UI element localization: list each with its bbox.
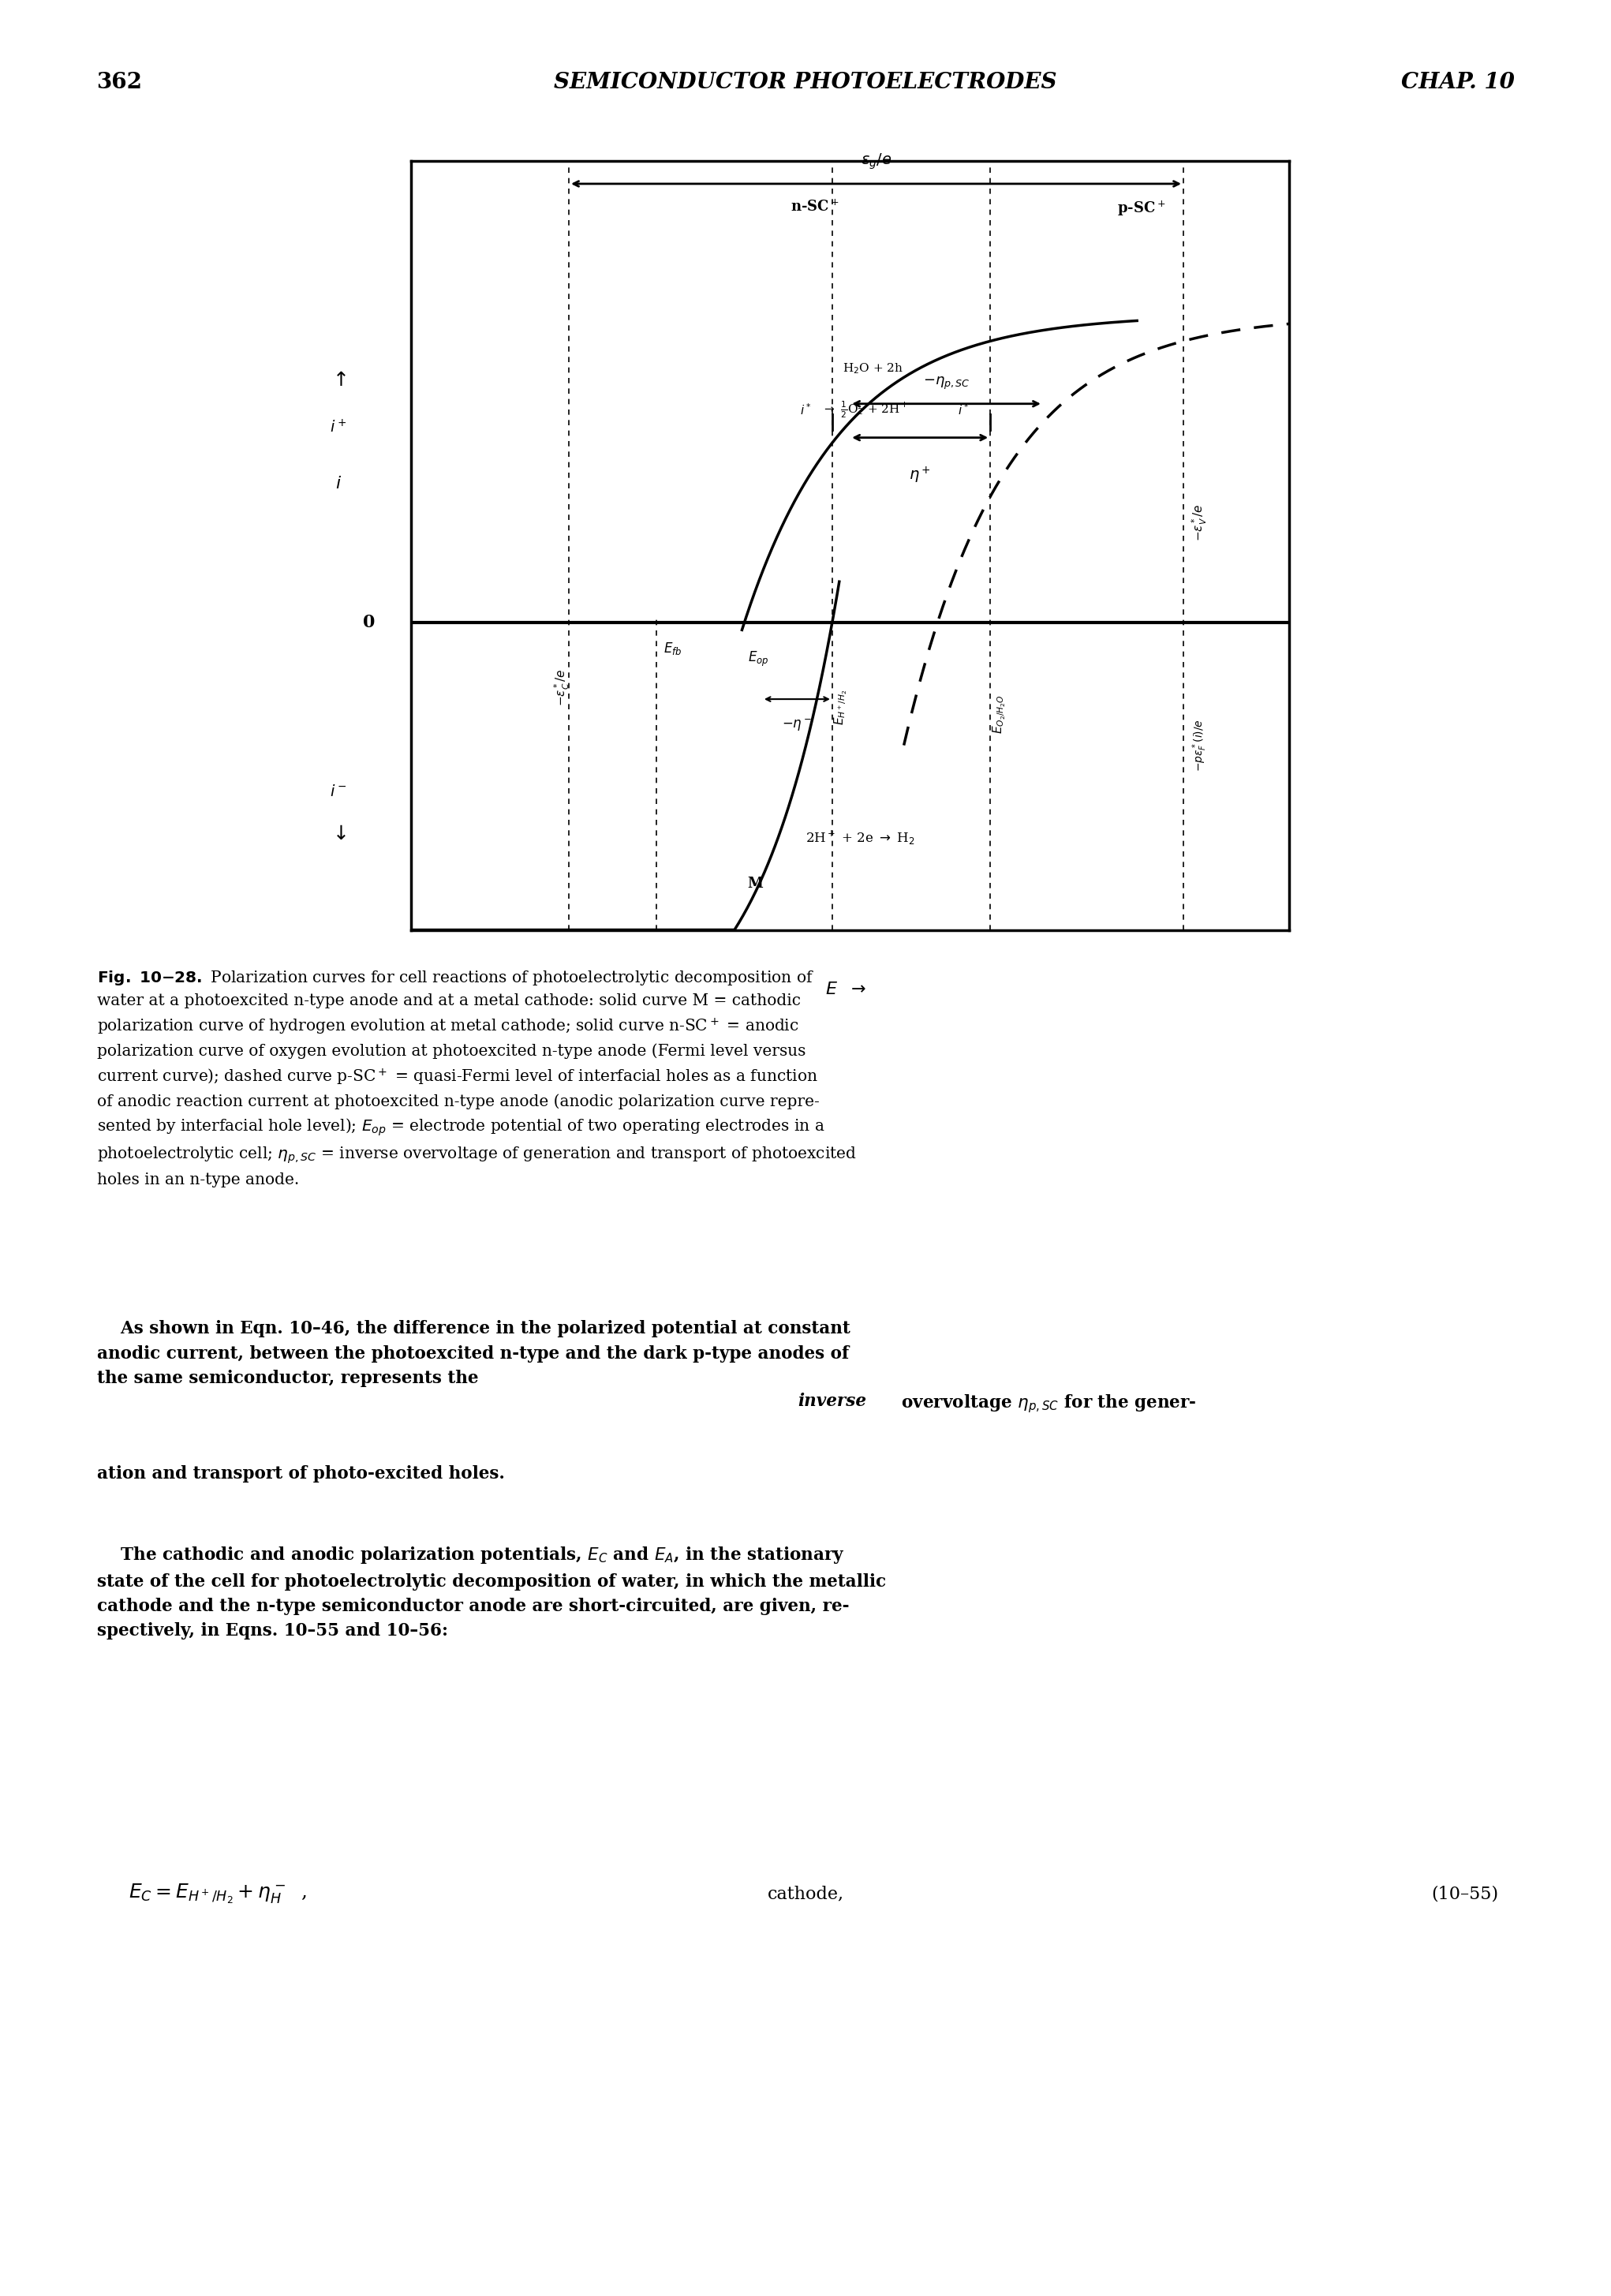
- Text: $\bf{Fig.}$ $\bf{10}$$\bf{-28.}$ Polarization curves for cell reactions of photo: $\bf{Fig.}$ $\bf{10}$$\bf{-28.}$ Polariz…: [97, 969, 855, 1187]
- Text: $-\eta_{p,SC}$: $-\eta_{p,SC}$: [923, 377, 970, 390]
- Text: $-p\varepsilon_F^*(i)/e$: $-p\varepsilon_F^*(i)/e$: [1191, 719, 1208, 771]
- Text: $i^*$: $i^*$: [959, 402, 970, 418]
- Text: H$_2$O + 2h: H$_2$O + 2h: [843, 360, 904, 374]
- Text: $-\eta^-$: $-\eta^-$: [781, 719, 812, 732]
- Text: $\varepsilon_g/e$: $\varepsilon_g/e$: [860, 152, 892, 172]
- Text: $E_{H^+/H_2}$: $E_{H^+/H_2}$: [833, 689, 849, 726]
- Text: M: M: [748, 877, 764, 891]
- Text: The cathodic and anodic polarization potentials, $E_C$ and $E_A$, in the station: The cathodic and anodic polarization pot…: [97, 1545, 886, 1639]
- Text: $E_{op}$: $E_{op}$: [748, 650, 768, 668]
- Text: $\downarrow$: $\downarrow$: [329, 824, 348, 843]
- Text: $-\varepsilon_C^*/e$: $-\varepsilon_C^*/e$: [553, 668, 570, 705]
- Text: $\eta^+$: $\eta^+$: [909, 466, 931, 484]
- Text: SEMICONDUCTOR PHOTOELECTRODES: SEMICONDUCTOR PHOTOELECTRODES: [554, 71, 1057, 94]
- Text: 0: 0: [362, 613, 375, 631]
- Text: overvoltage $\eta_{p,SC}$ for the gener-: overvoltage $\eta_{p,SC}$ for the gener-: [896, 1391, 1197, 1414]
- Text: n-SC$^+$: n-SC$^+$: [791, 200, 839, 214]
- Text: p-SC$^+$: p-SC$^+$: [1116, 200, 1165, 218]
- Text: ation and transport of photo-excited holes.: ation and transport of photo-excited hol…: [97, 1465, 504, 1483]
- Text: inverse: inverse: [797, 1391, 867, 1410]
- Text: $i^+$: $i^+$: [330, 418, 346, 436]
- Text: As shown in Eqn. 10–46, the difference in the polarized potential at constant
an: As shown in Eqn. 10–46, the difference i…: [97, 1320, 851, 1387]
- Text: $\rightarrow$ $\frac{1}{2}$O$_2$ + 2H$^+$: $\rightarrow$ $\frac{1}{2}$O$_2$ + 2H$^+…: [822, 400, 909, 420]
- Text: $E$  $\rightarrow$: $E$ $\rightarrow$: [825, 980, 867, 999]
- Text: cathode,: cathode,: [767, 1885, 844, 1903]
- Text: $i^*$: $i^*$: [799, 402, 812, 418]
- Text: $i$: $i$: [335, 475, 342, 494]
- Text: 362: 362: [97, 71, 142, 94]
- Text: $E_{fb}$: $E_{fb}$: [664, 641, 681, 657]
- Text: $-\varepsilon_V^*/e$: $-\varepsilon_V^*/e$: [1191, 503, 1208, 542]
- Text: 2H$^+$ + 2e $\rightarrow$ H$_2$: 2H$^+$ + 2e $\rightarrow$ H$_2$: [806, 829, 915, 847]
- Text: $i^-$: $i^-$: [330, 785, 346, 799]
- Text: $E_C = E_{H^+/H_2} + \eta_H^-$  ,: $E_C = E_{H^+/H_2} + \eta_H^-$ ,: [129, 1883, 308, 1906]
- Text: $\uparrow$: $\uparrow$: [329, 370, 348, 390]
- Text: CHAP. 10: CHAP. 10: [1402, 71, 1514, 94]
- Text: (10–55): (10–55): [1431, 1885, 1498, 1903]
- Text: $E_{O_2/H_2O}$: $E_{O_2/H_2O}$: [991, 696, 1007, 735]
